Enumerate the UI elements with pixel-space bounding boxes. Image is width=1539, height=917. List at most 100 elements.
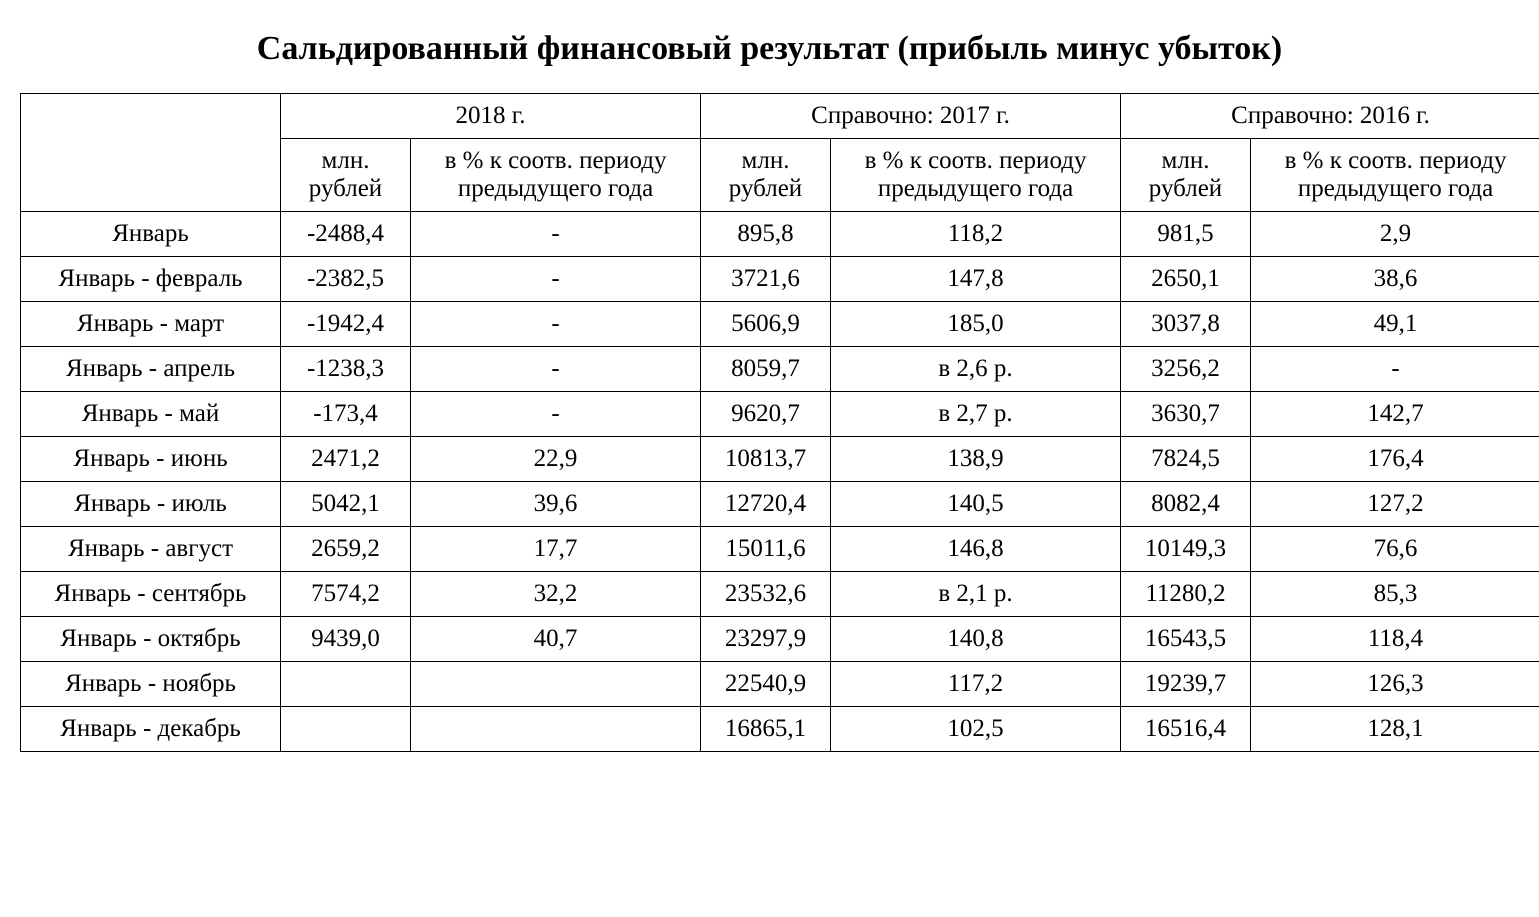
cell-2018-pct: - (411, 302, 701, 347)
cell-2017-mln: 8059,7 (701, 347, 831, 392)
cell-2016-mln: 3256,2 (1121, 347, 1251, 392)
cell-period: Январь - август (21, 527, 281, 572)
cell-2018-pct: 39,6 (411, 482, 701, 527)
cell-2018-mln: 2471,2 (281, 437, 411, 482)
cell-2017-pct: в 2,7 р. (831, 392, 1121, 437)
cell-2018-pct: 32,2 (411, 572, 701, 617)
cell-2018-pct: - (411, 257, 701, 302)
cell-2016-mln: 3037,8 (1121, 302, 1251, 347)
cell-2016-mln: 7824,5 (1121, 437, 1251, 482)
table-row: Январь - август2659,217,715011,6146,8101… (21, 527, 1539, 572)
cell-2016-mln: 11280,2 (1121, 572, 1251, 617)
cell-period: Январь - март (21, 302, 281, 347)
cell-2018-mln: -1942,4 (281, 302, 411, 347)
table-row: Январь - апрель-1238,3-8059,7в 2,6 р.325… (21, 347, 1539, 392)
cell-2016-pct: 126,3 (1251, 662, 1539, 707)
table-body: Январь-2488,4-895,8118,2981,52,9Январь -… (21, 212, 1539, 752)
cell-2017-mln: 22540,9 (701, 662, 831, 707)
header-2017-mln: млн. рублей (701, 139, 831, 212)
cell-2018-pct: 17,7 (411, 527, 701, 572)
cell-2016-pct: 127,2 (1251, 482, 1539, 527)
table-row: Январь - сентябрь7574,232,223532,6в 2,1 … (21, 572, 1539, 617)
header-group-2018: 2018 г. (281, 94, 701, 139)
header-2016-mln: млн. рублей (1121, 139, 1251, 212)
cell-period: Январь - апрель (21, 347, 281, 392)
cell-2016-mln: 16516,4 (1121, 707, 1251, 752)
table-row: Январь - июль5042,139,612720,4140,58082,… (21, 482, 1539, 527)
cell-2018-mln: 7574,2 (281, 572, 411, 617)
cell-2016-pct: 49,1 (1251, 302, 1539, 347)
cell-2017-pct: 138,9 (831, 437, 1121, 482)
cell-period: Январь - сентябрь (21, 572, 281, 617)
cell-period: Январь - октябрь (21, 617, 281, 662)
cell-period: Январь - февраль (21, 257, 281, 302)
cell-2018-pct: - (411, 392, 701, 437)
cell-2017-pct: 140,5 (831, 482, 1121, 527)
cell-2016-pct: 142,7 (1251, 392, 1539, 437)
table-row: Январь-2488,4-895,8118,2981,52,9 (21, 212, 1539, 257)
cell-2018-mln: -1238,3 (281, 347, 411, 392)
page-title: Сальдированный финансовый результат (при… (20, 30, 1519, 68)
cell-2017-mln: 12720,4 (701, 482, 831, 527)
header-period-blank (21, 94, 281, 212)
cell-2018-pct (411, 707, 701, 752)
cell-2017-mln: 9620,7 (701, 392, 831, 437)
cell-period: Январь - май (21, 392, 281, 437)
cell-2018-mln: -2488,4 (281, 212, 411, 257)
cell-2017-pct: в 2,6 р. (831, 347, 1121, 392)
cell-2016-mln: 3630,7 (1121, 392, 1251, 437)
cell-2016-pct: - (1251, 347, 1539, 392)
cell-period: Январь - ноябрь (21, 662, 281, 707)
table-row: Январь - декабрь16865,1102,516516,4128,1 (21, 707, 1539, 752)
cell-2016-pct: 176,4 (1251, 437, 1539, 482)
cell-period: Январь - декабрь (21, 707, 281, 752)
cell-2017-mln: 3721,6 (701, 257, 831, 302)
cell-2016-mln: 2650,1 (1121, 257, 1251, 302)
cell-2018-pct (411, 662, 701, 707)
cell-2016-pct: 76,6 (1251, 527, 1539, 572)
header-2018-pct: в % к соотв. периоду предыдущего года (411, 139, 701, 212)
table-row: Январь - май-173,4-9620,7в 2,7 р.3630,71… (21, 392, 1539, 437)
cell-2018-mln: 2659,2 (281, 527, 411, 572)
cell-2017-pct: 147,8 (831, 257, 1121, 302)
header-row-groups: 2018 г. Справочно: 2017 г. Справочно: 20… (21, 94, 1539, 139)
cell-2018-mln (281, 707, 411, 752)
header-2017-pct: в % к соотв. периоду предыдущего года (831, 139, 1121, 212)
cell-2018-mln: -173,4 (281, 392, 411, 437)
cell-2018-pct: 22,9 (411, 437, 701, 482)
cell-2016-pct: 38,6 (1251, 257, 1539, 302)
cell-2016-mln: 10149,3 (1121, 527, 1251, 572)
cell-2016-pct: 2,9 (1251, 212, 1539, 257)
cell-2017-pct: в 2,1 р. (831, 572, 1121, 617)
cell-2017-pct: 146,8 (831, 527, 1121, 572)
cell-period: Январь - июль (21, 482, 281, 527)
cell-2018-pct: - (411, 212, 701, 257)
cell-2016-mln: 19239,7 (1121, 662, 1251, 707)
cell-2017-pct: 140,8 (831, 617, 1121, 662)
cell-2017-mln: 15011,6 (701, 527, 831, 572)
cell-2018-pct: - (411, 347, 701, 392)
cell-2017-pct: 102,5 (831, 707, 1121, 752)
table-row: Январь - июнь2471,222,910813,7138,97824,… (21, 437, 1539, 482)
cell-2016-pct: 85,3 (1251, 572, 1539, 617)
cell-2018-mln: 9439,0 (281, 617, 411, 662)
table-row: Январь - ноябрь 22540,9117,219239,7126,3 (21, 662, 1539, 707)
cell-2018-mln: 5042,1 (281, 482, 411, 527)
cell-2017-mln: 23297,9 (701, 617, 831, 662)
cell-2016-pct: 118,4 (1251, 617, 1539, 662)
table-row: Январь - февраль-2382,5-3721,6147,82650,… (21, 257, 1539, 302)
cell-2017-mln: 23532,6 (701, 572, 831, 617)
header-2016-pct: в % к соотв. периоду предыдущего года (1251, 139, 1539, 212)
cell-2017-mln: 16865,1 (701, 707, 831, 752)
header-group-2017: Справочно: 2017 г. (701, 94, 1121, 139)
cell-2016-mln: 16543,5 (1121, 617, 1251, 662)
cell-2018-mln (281, 662, 411, 707)
cell-2018-mln: -2382,5 (281, 257, 411, 302)
table-row: Январь - март-1942,4-5606,9185,03037,849… (21, 302, 1539, 347)
cell-2017-pct: 118,2 (831, 212, 1121, 257)
cell-2016-mln: 981,5 (1121, 212, 1251, 257)
cell-2017-mln: 10813,7 (701, 437, 831, 482)
cell-2017-pct: 117,2 (831, 662, 1121, 707)
cell-period: Январь - июнь (21, 437, 281, 482)
header-group-2016: Справочно: 2016 г. (1121, 94, 1539, 139)
